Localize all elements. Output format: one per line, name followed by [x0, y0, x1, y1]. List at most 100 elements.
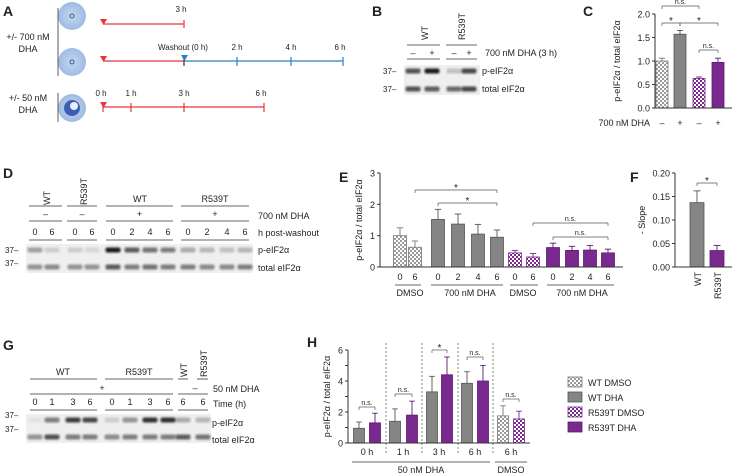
x-group-label: DMSO — [498, 465, 525, 474]
significance-label: n.s. — [565, 216, 576, 223]
x-tick-label: – — [696, 118, 701, 128]
significance-label: n.s. — [505, 392, 516, 399]
blot-band — [65, 417, 81, 423]
treatment-label: 700 nM DHA (3 h) — [485, 48, 557, 58]
significance-label: * — [669, 16, 673, 27]
x-axis-label: 700 nM DHA — [598, 118, 650, 128]
time-label: 0 — [72, 227, 77, 237]
timeline-tick-label: 6 h — [255, 89, 266, 98]
treatment-sign: + — [429, 48, 434, 58]
significance-label: n.s. — [469, 350, 480, 357]
x-group-label: 700 nM DHA — [556, 288, 608, 298]
blot-band — [405, 68, 421, 74]
y-tick-label: 3 — [370, 169, 375, 179]
blot-band — [44, 247, 60, 253]
blot-band — [122, 417, 138, 423]
y-tick-label: 0 — [370, 263, 375, 273]
significance-label: n.s. — [398, 387, 409, 394]
timeline-tick-label: 3 h — [175, 5, 186, 14]
parasite-nucleus — [69, 13, 75, 19]
blot-band — [27, 434, 43, 440]
blot-band — [219, 264, 235, 270]
treatment-label: 700 nM DHA — [258, 211, 310, 221]
y-tick-label: 1.5 — [637, 33, 650, 43]
y-tick-label: 6 — [338, 346, 343, 356]
time-label: 0 — [32, 227, 37, 237]
x-tick-label: 0 h — [361, 447, 374, 457]
mw-marker: 37– — [383, 85, 397, 94]
blot-band — [82, 434, 98, 440]
blot-band — [142, 417, 158, 423]
washout-marker — [181, 55, 188, 61]
time-axis-label: h post-washout — [258, 228, 320, 238]
time-label: 6 — [89, 227, 94, 237]
significance-label: * — [705, 176, 709, 187]
bar — [526, 256, 540, 268]
significance-label: n.s. — [361, 400, 372, 407]
blot-band — [44, 434, 60, 440]
x-tick-label: 0 — [550, 272, 555, 282]
blot-band — [405, 86, 421, 92]
x-tick-label: 6 h — [505, 447, 518, 457]
bar — [477, 380, 489, 444]
bar — [711, 62, 725, 109]
time-label: 4 — [224, 227, 229, 237]
y-axis-label: - Slope — [637, 206, 647, 235]
bar — [546, 247, 560, 268]
blot-band — [67, 247, 83, 253]
band-label: p-eIF2α — [482, 66, 513, 76]
treatment-sign: – — [192, 383, 197, 393]
lane-group-label: R539T — [125, 367, 153, 377]
y-axis-label: p-eIF2α / total eIF2α — [354, 179, 364, 260]
bar — [393, 235, 407, 268]
panel-label-h: H — [307, 334, 317, 350]
blot-band — [180, 264, 196, 270]
x-tick-label: 4 — [587, 272, 592, 282]
band-label: total eIF2α — [258, 263, 301, 273]
lane-group-label: WT — [56, 367, 70, 377]
x-tick-label: 0 — [512, 272, 517, 282]
blot-band — [180, 247, 196, 253]
drug-addition-marker — [100, 56, 107, 62]
blot-band — [424, 86, 440, 92]
timeline-tick-label: 4 h — [285, 43, 296, 52]
x-tick-label: – — [659, 118, 664, 128]
blot-band — [84, 247, 100, 253]
y-tick-label: 2 — [370, 200, 375, 210]
blot-band — [446, 68, 462, 74]
y-axis-label: p-eIF2α / total eIF2α — [612, 20, 622, 101]
blot-band — [27, 417, 43, 423]
treatment-label: 50 nM DHA — [213, 384, 260, 394]
legend-swatch — [567, 406, 583, 418]
x-tick-label: 2 — [569, 272, 574, 282]
blot-band — [142, 264, 158, 270]
x-tick-label: + — [677, 118, 682, 128]
blot-background — [26, 244, 253, 273]
significance-label: n.s. — [575, 230, 586, 237]
time-label: 2 — [204, 227, 209, 237]
lane-label: WT — [420, 26, 430, 40]
x-group-label: 50 nM DHA — [398, 465, 445, 474]
dose-label: +/- 700 nM — [6, 32, 49, 42]
timeline-tick-label: 3 h — [178, 89, 189, 98]
blot-band — [44, 417, 60, 423]
x-tick-label: 0 — [397, 272, 402, 282]
time-label: 3 — [147, 397, 152, 407]
blot-band — [160, 417, 176, 423]
time-label: 2 — [129, 227, 134, 237]
bar — [692, 77, 706, 109]
blot-band — [82, 417, 98, 423]
timeline-tick-label: 0 h — [95, 89, 106, 98]
blot-band — [446, 86, 462, 92]
panel-label-g: G — [3, 337, 14, 353]
time-label: 4 — [147, 227, 152, 237]
timeline-tick-label: 2 h — [231, 43, 242, 52]
x-tick-label: 6 h — [469, 447, 482, 457]
bar — [353, 427, 365, 444]
bar — [655, 60, 669, 109]
panel-label-b: B — [372, 3, 382, 19]
bar — [369, 422, 381, 444]
legend-label: R539T DMSO — [588, 408, 644, 418]
blot-band — [84, 264, 100, 270]
x-group-label: 700 nM DHA — [444, 288, 496, 298]
